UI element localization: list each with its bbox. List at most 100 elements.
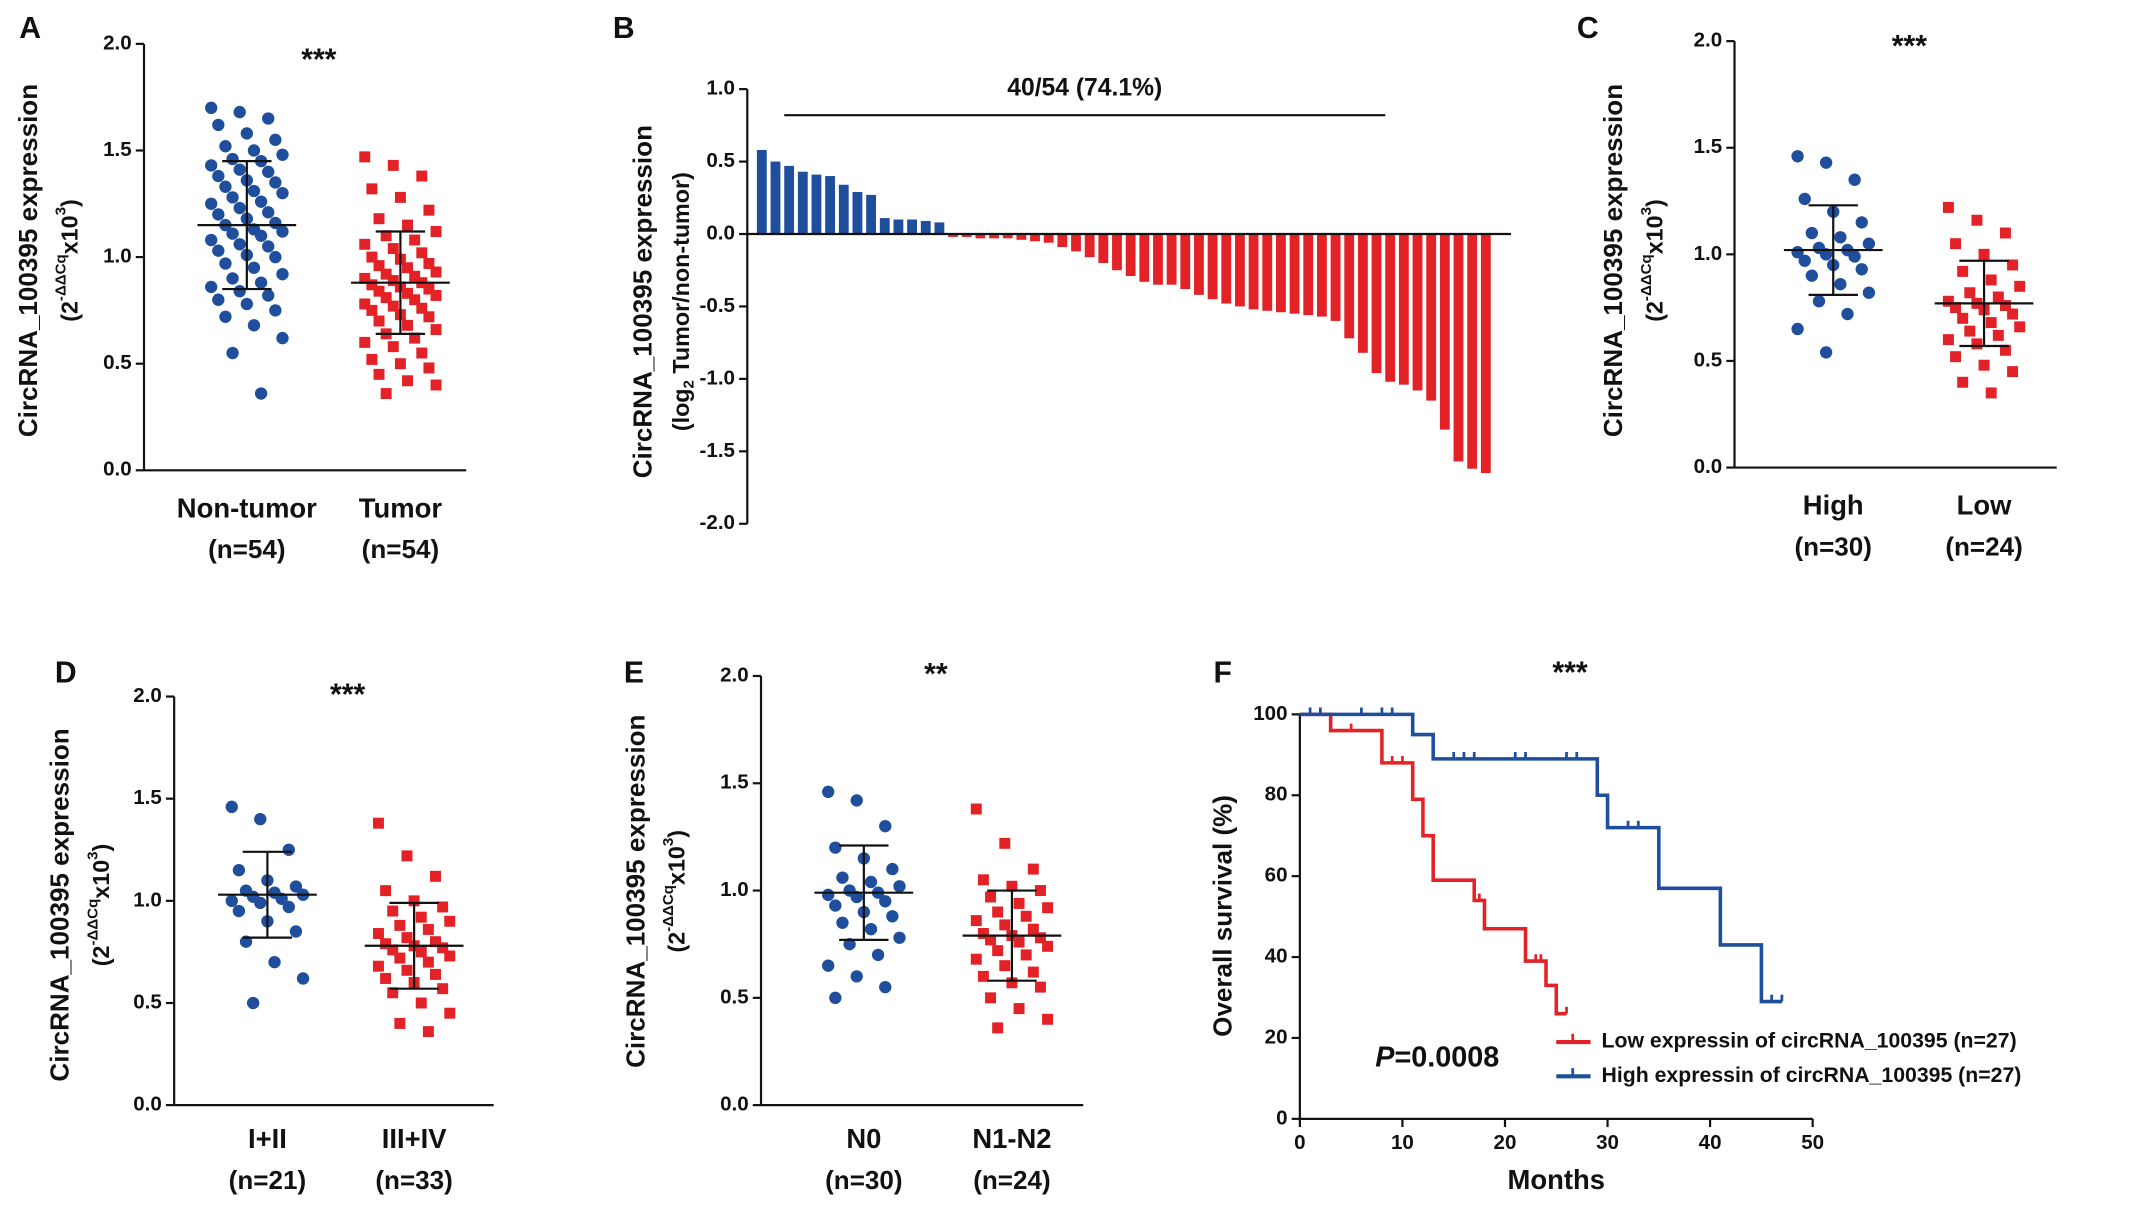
y-axis-unit-part: (2 xyxy=(88,945,114,966)
data-point xyxy=(416,247,428,259)
data-point xyxy=(970,803,982,815)
data-point xyxy=(1964,325,1976,337)
bar xyxy=(1467,234,1478,469)
y-axis-unit: (2-ΔΔCqx103) xyxy=(660,830,690,953)
data-point xyxy=(268,955,281,969)
survival-line xyxy=(1299,712,1567,1016)
data-point xyxy=(422,956,434,968)
data-point xyxy=(269,133,282,146)
y-tick-label: 0.5 xyxy=(1694,348,1723,371)
data-point xyxy=(970,953,982,965)
data-point xyxy=(205,101,218,115)
y-tick-label: 0.0 xyxy=(1694,455,1723,478)
data-point xyxy=(254,276,268,289)
data-point xyxy=(246,996,260,1010)
y-tick-label: 1.5 xyxy=(133,786,162,809)
y-axis-unit-part: 3 xyxy=(660,838,677,846)
data-point xyxy=(380,938,392,950)
data-point xyxy=(387,275,399,287)
data-point xyxy=(422,923,434,935)
panel-label: D xyxy=(55,657,77,690)
category-label: Tumor xyxy=(359,492,443,523)
data-point xyxy=(226,346,239,360)
data-point xyxy=(836,916,849,929)
data-point xyxy=(444,1007,456,1019)
panel-label: E xyxy=(624,657,644,690)
bar xyxy=(1112,234,1122,271)
data-point xyxy=(359,151,371,163)
data-point xyxy=(1862,286,1876,299)
data-point xyxy=(1950,238,1962,250)
category-label: I+II xyxy=(248,1123,287,1154)
data-point xyxy=(233,163,246,176)
data-point xyxy=(1042,1013,1054,1025)
data-point xyxy=(225,800,238,814)
data-point xyxy=(1999,227,2011,239)
bar xyxy=(1453,234,1464,462)
x-axis-label: Months xyxy=(1508,1164,1605,1195)
y-axis-unit-part: 3 xyxy=(53,207,70,215)
bar xyxy=(1275,234,1286,313)
data-point xyxy=(359,238,371,250)
data-point xyxy=(1013,1003,1025,1015)
data-point xyxy=(850,970,863,983)
bar xyxy=(975,234,986,239)
data-point xyxy=(226,227,239,240)
data-point xyxy=(240,127,254,140)
chart-title: *** xyxy=(1892,30,1927,63)
y-axis-unit-part: -ΔΔCq xyxy=(660,885,677,932)
y-tick-label: -1.0 xyxy=(700,366,735,389)
data-point xyxy=(262,165,275,178)
data-point xyxy=(829,991,842,1005)
data-point xyxy=(977,970,989,982)
data-point xyxy=(430,968,441,980)
data-point xyxy=(254,387,268,400)
panel-label: C xyxy=(1577,12,1599,45)
y-axis-unit-part: (2 xyxy=(664,932,690,953)
data-point xyxy=(212,293,225,306)
data-point xyxy=(1042,940,1054,952)
y-axis-unit-part: ) xyxy=(88,844,114,852)
data-point xyxy=(1841,307,1854,321)
data-point xyxy=(822,785,835,799)
data-point xyxy=(380,292,392,304)
data-point xyxy=(999,960,1011,972)
x-tick-label: 50 xyxy=(1801,1131,1824,1154)
data-point xyxy=(289,880,303,893)
bar xyxy=(961,234,972,237)
data-point xyxy=(850,794,863,807)
y-tick-label: 0.5 xyxy=(133,990,162,1013)
data-point xyxy=(1027,923,1039,935)
y-axis-unit-part: ) xyxy=(1642,199,1668,207)
data-point xyxy=(444,950,456,962)
data-point xyxy=(430,324,442,336)
data-point xyxy=(359,272,371,284)
data-point xyxy=(247,144,261,157)
data-point xyxy=(366,353,378,365)
category-label: High xyxy=(1803,490,1864,521)
data-point xyxy=(1805,226,1819,240)
y-tick-label: 1.0 xyxy=(720,878,749,901)
bar xyxy=(1153,234,1163,285)
x-tick-label: 10 xyxy=(1391,1131,1414,1154)
data-point xyxy=(992,945,1004,957)
data-point xyxy=(387,905,399,917)
data-point xyxy=(1848,173,1861,186)
data-point xyxy=(2014,280,2026,292)
data-point xyxy=(1834,231,1847,244)
data-point xyxy=(422,1026,434,1038)
bar xyxy=(756,149,767,235)
bar xyxy=(1357,234,1368,353)
data-point xyxy=(1013,936,1025,948)
y-tick-label: 40 xyxy=(1265,944,1288,967)
y-axis-unit-part: 3 xyxy=(84,851,101,859)
data-point xyxy=(992,906,1004,918)
data-point xyxy=(416,347,428,359)
data-point xyxy=(1992,291,2004,303)
y-axis-unit: (log2 Tumor/non-tumor) xyxy=(668,172,698,431)
y-tick-label: 80 xyxy=(1265,783,1288,806)
data-point xyxy=(415,946,427,958)
data-point xyxy=(366,183,378,195)
y-tick-label: 100 xyxy=(1253,702,1287,725)
data-point xyxy=(296,972,310,985)
